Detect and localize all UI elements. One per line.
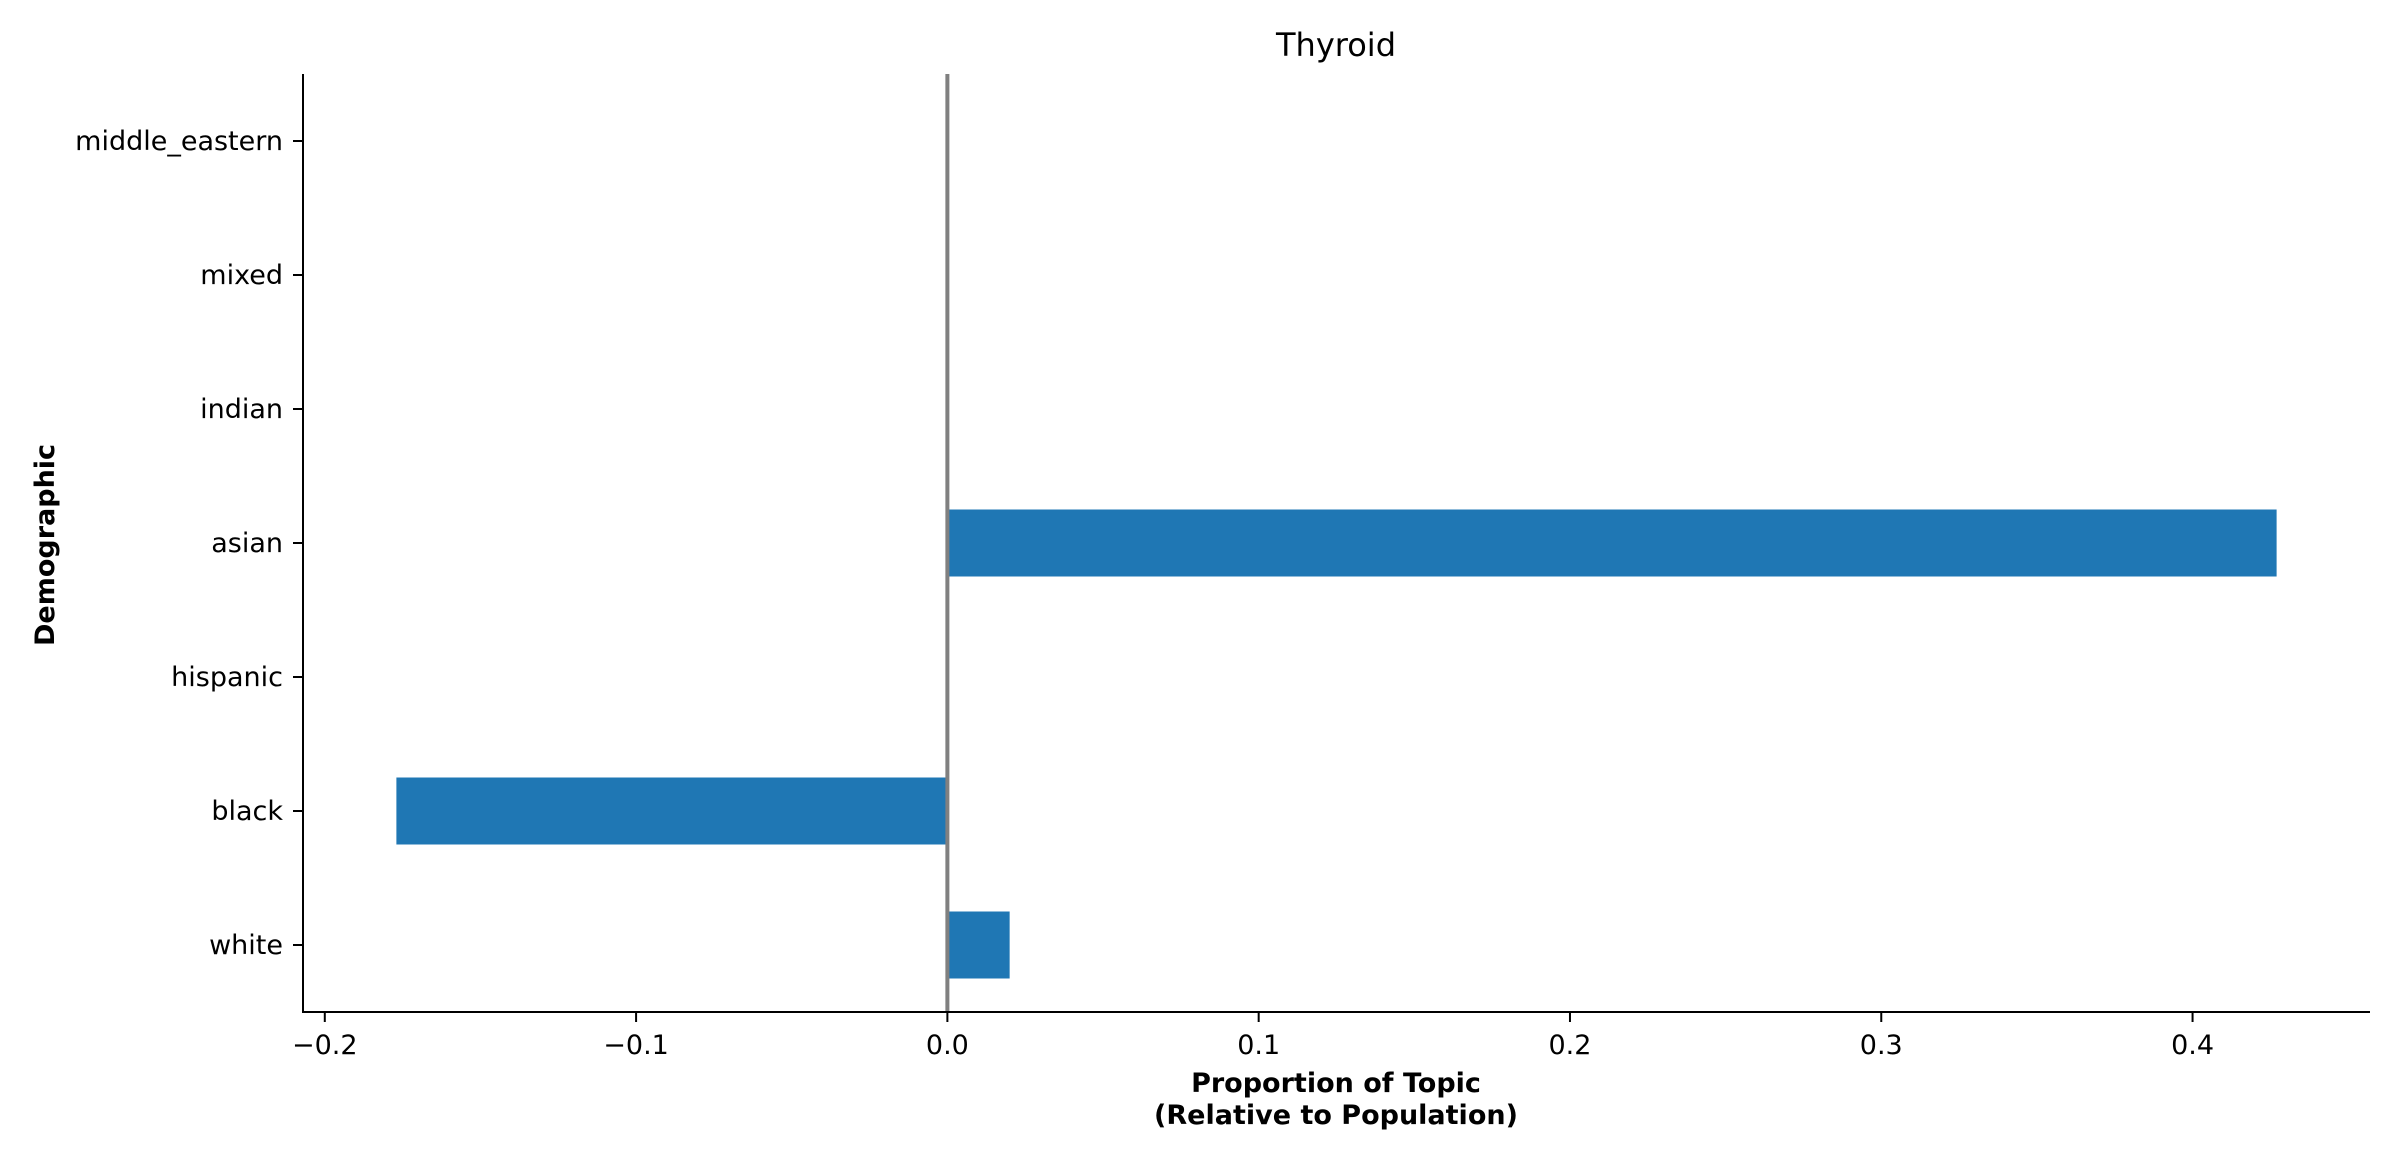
x-tick-label: 0.1	[1237, 1030, 1280, 1061]
bar-white	[947, 911, 1010, 979]
bar-asian	[947, 509, 2277, 577]
y-tick-label-indian: indian	[200, 394, 283, 425]
x-ticks-layer: −0.2 −0.1 0.0 0.1 0.2 0.3 0.4	[292, 1012, 2214, 1061]
x-tick-label: −0.1	[603, 1030, 669, 1061]
y-tick-label-white: white	[209, 930, 283, 961]
y-tick-label-asian: asian	[211, 528, 283, 559]
x-tick-label: 0.3	[1860, 1030, 1903, 1061]
x-tick-label: −0.2	[292, 1030, 358, 1061]
y-tick-label-black: black	[211, 796, 283, 827]
chart-title: Thyroid	[1275, 26, 1396, 64]
bars-layer	[396, 509, 2277, 979]
x-tick-label: 0.0	[926, 1030, 969, 1061]
x-axis-label-line-2: (Relative to Population)	[1154, 1100, 1518, 1131]
y-tick-label-middle_eastern: middle_eastern	[75, 126, 283, 157]
y-axis-label: Demographic	[30, 444, 61, 646]
y-ticks-layer: white black hispanic asian indian mixed middle…	[75, 126, 303, 961]
y-tick-label-mixed: mixed	[200, 260, 283, 291]
y-tick-label-hispanic: hispanic	[171, 662, 283, 693]
x-tick-label: 0.4	[2171, 1030, 2214, 1061]
bar-black	[396, 777, 948, 845]
x-axis-label-line-1: Proportion of Topic	[1191, 1068, 1481, 1099]
x-tick-label: 0.2	[1548, 1030, 1591, 1061]
